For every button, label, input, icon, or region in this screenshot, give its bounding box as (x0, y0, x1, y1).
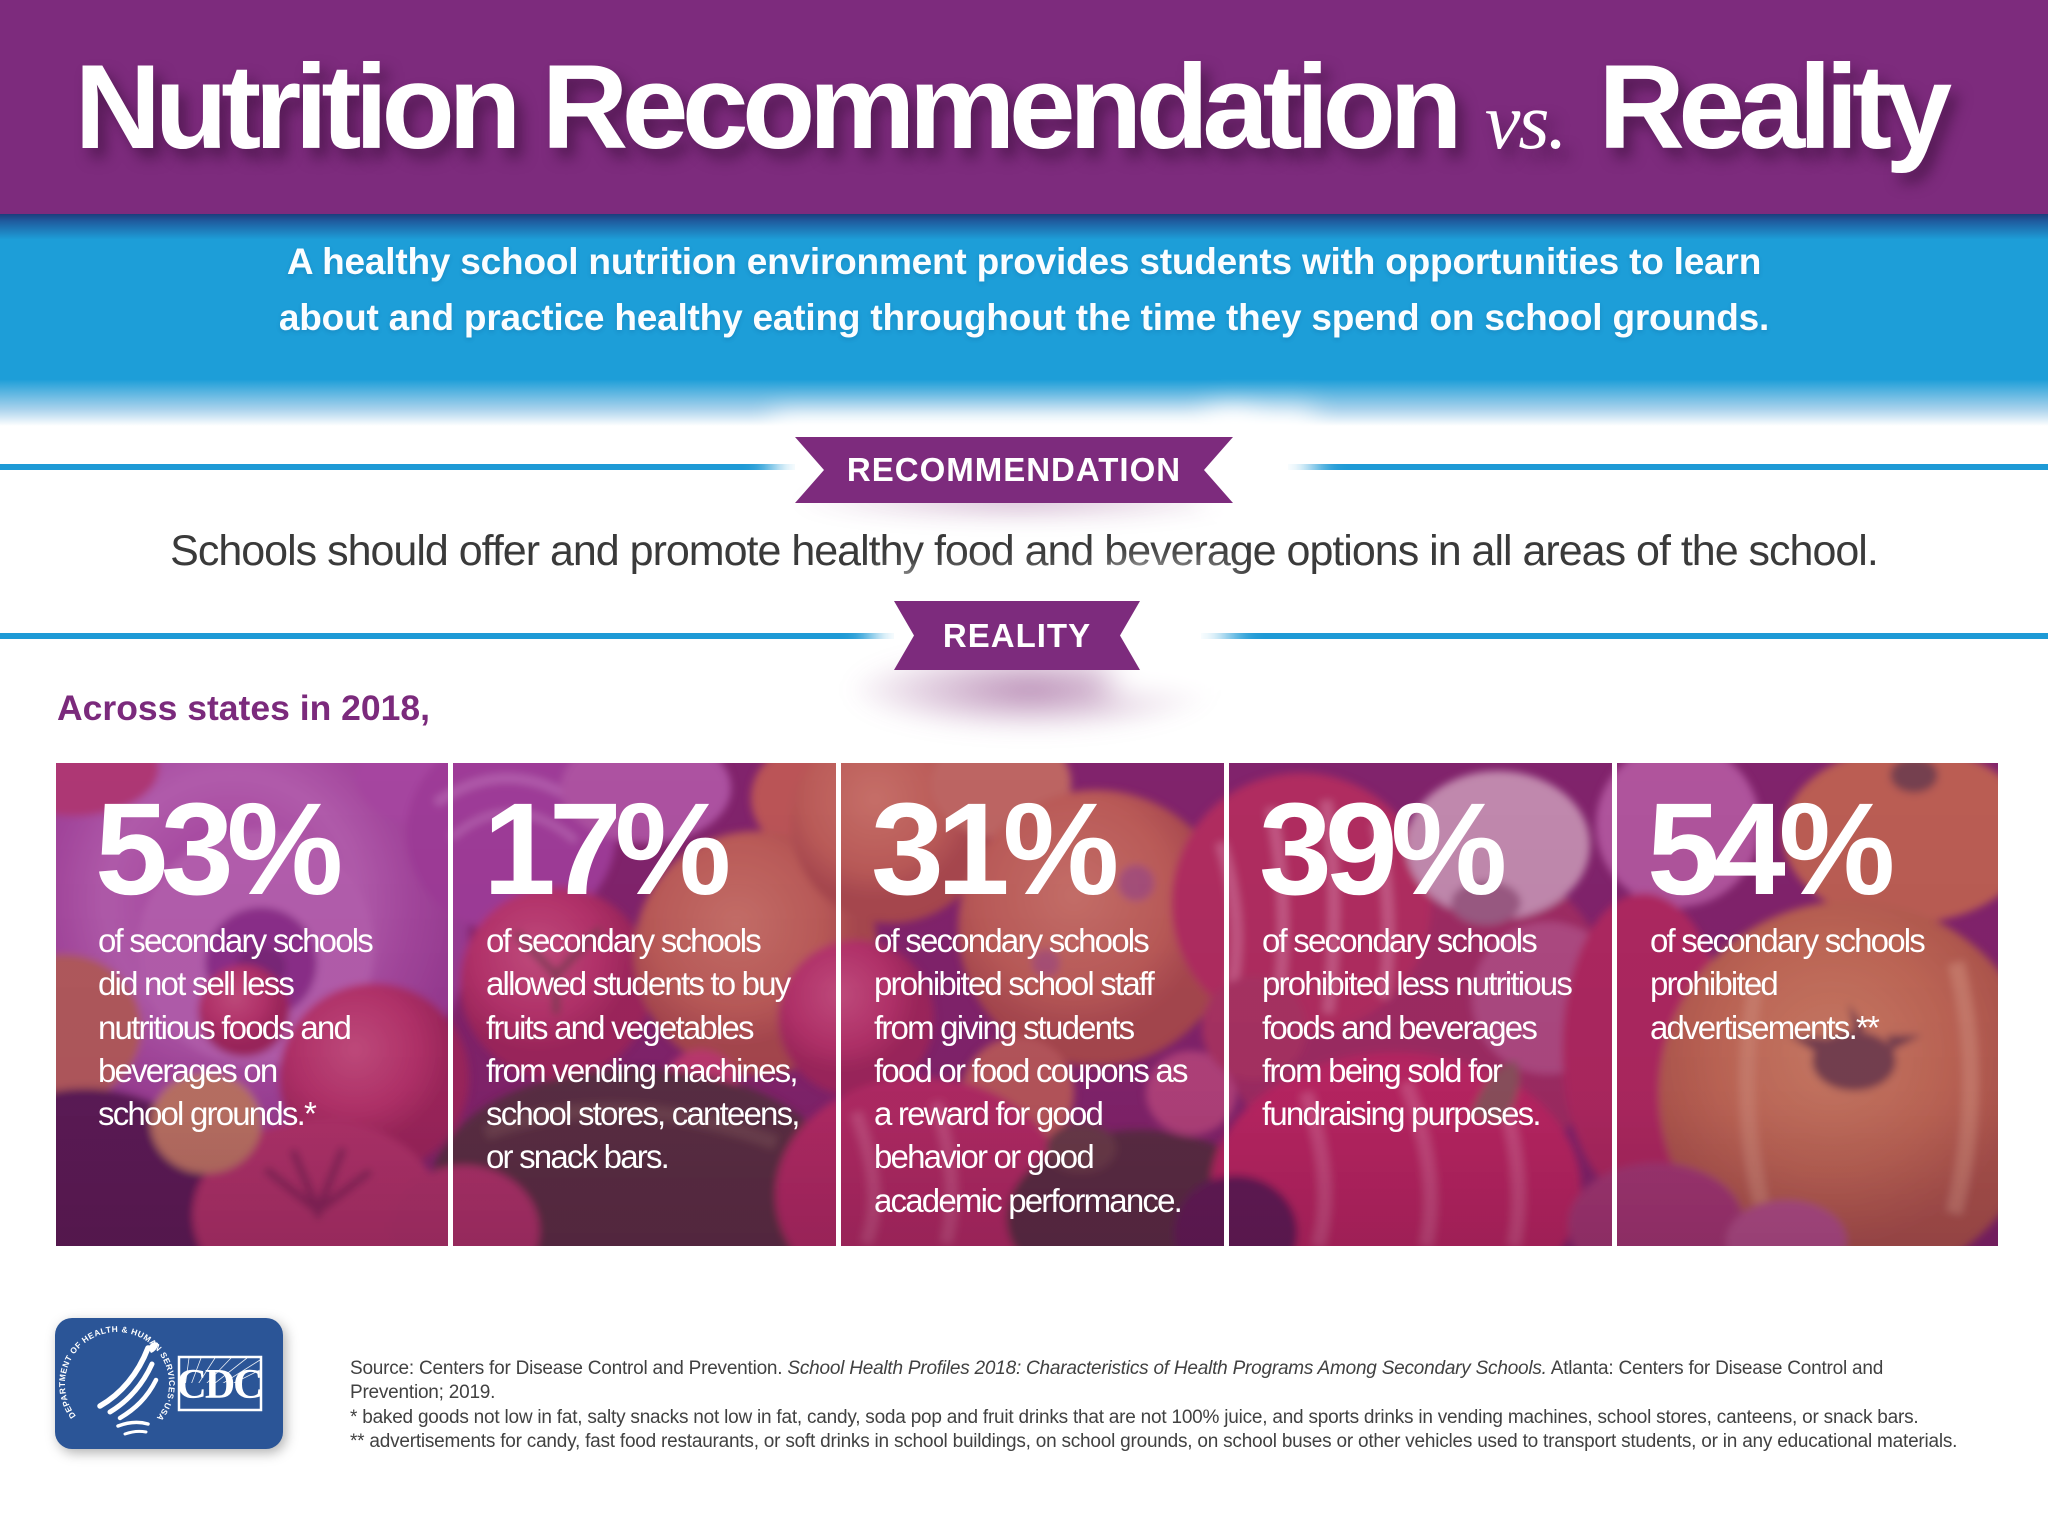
svg-text:CDC: CDC (177, 1362, 262, 1408)
